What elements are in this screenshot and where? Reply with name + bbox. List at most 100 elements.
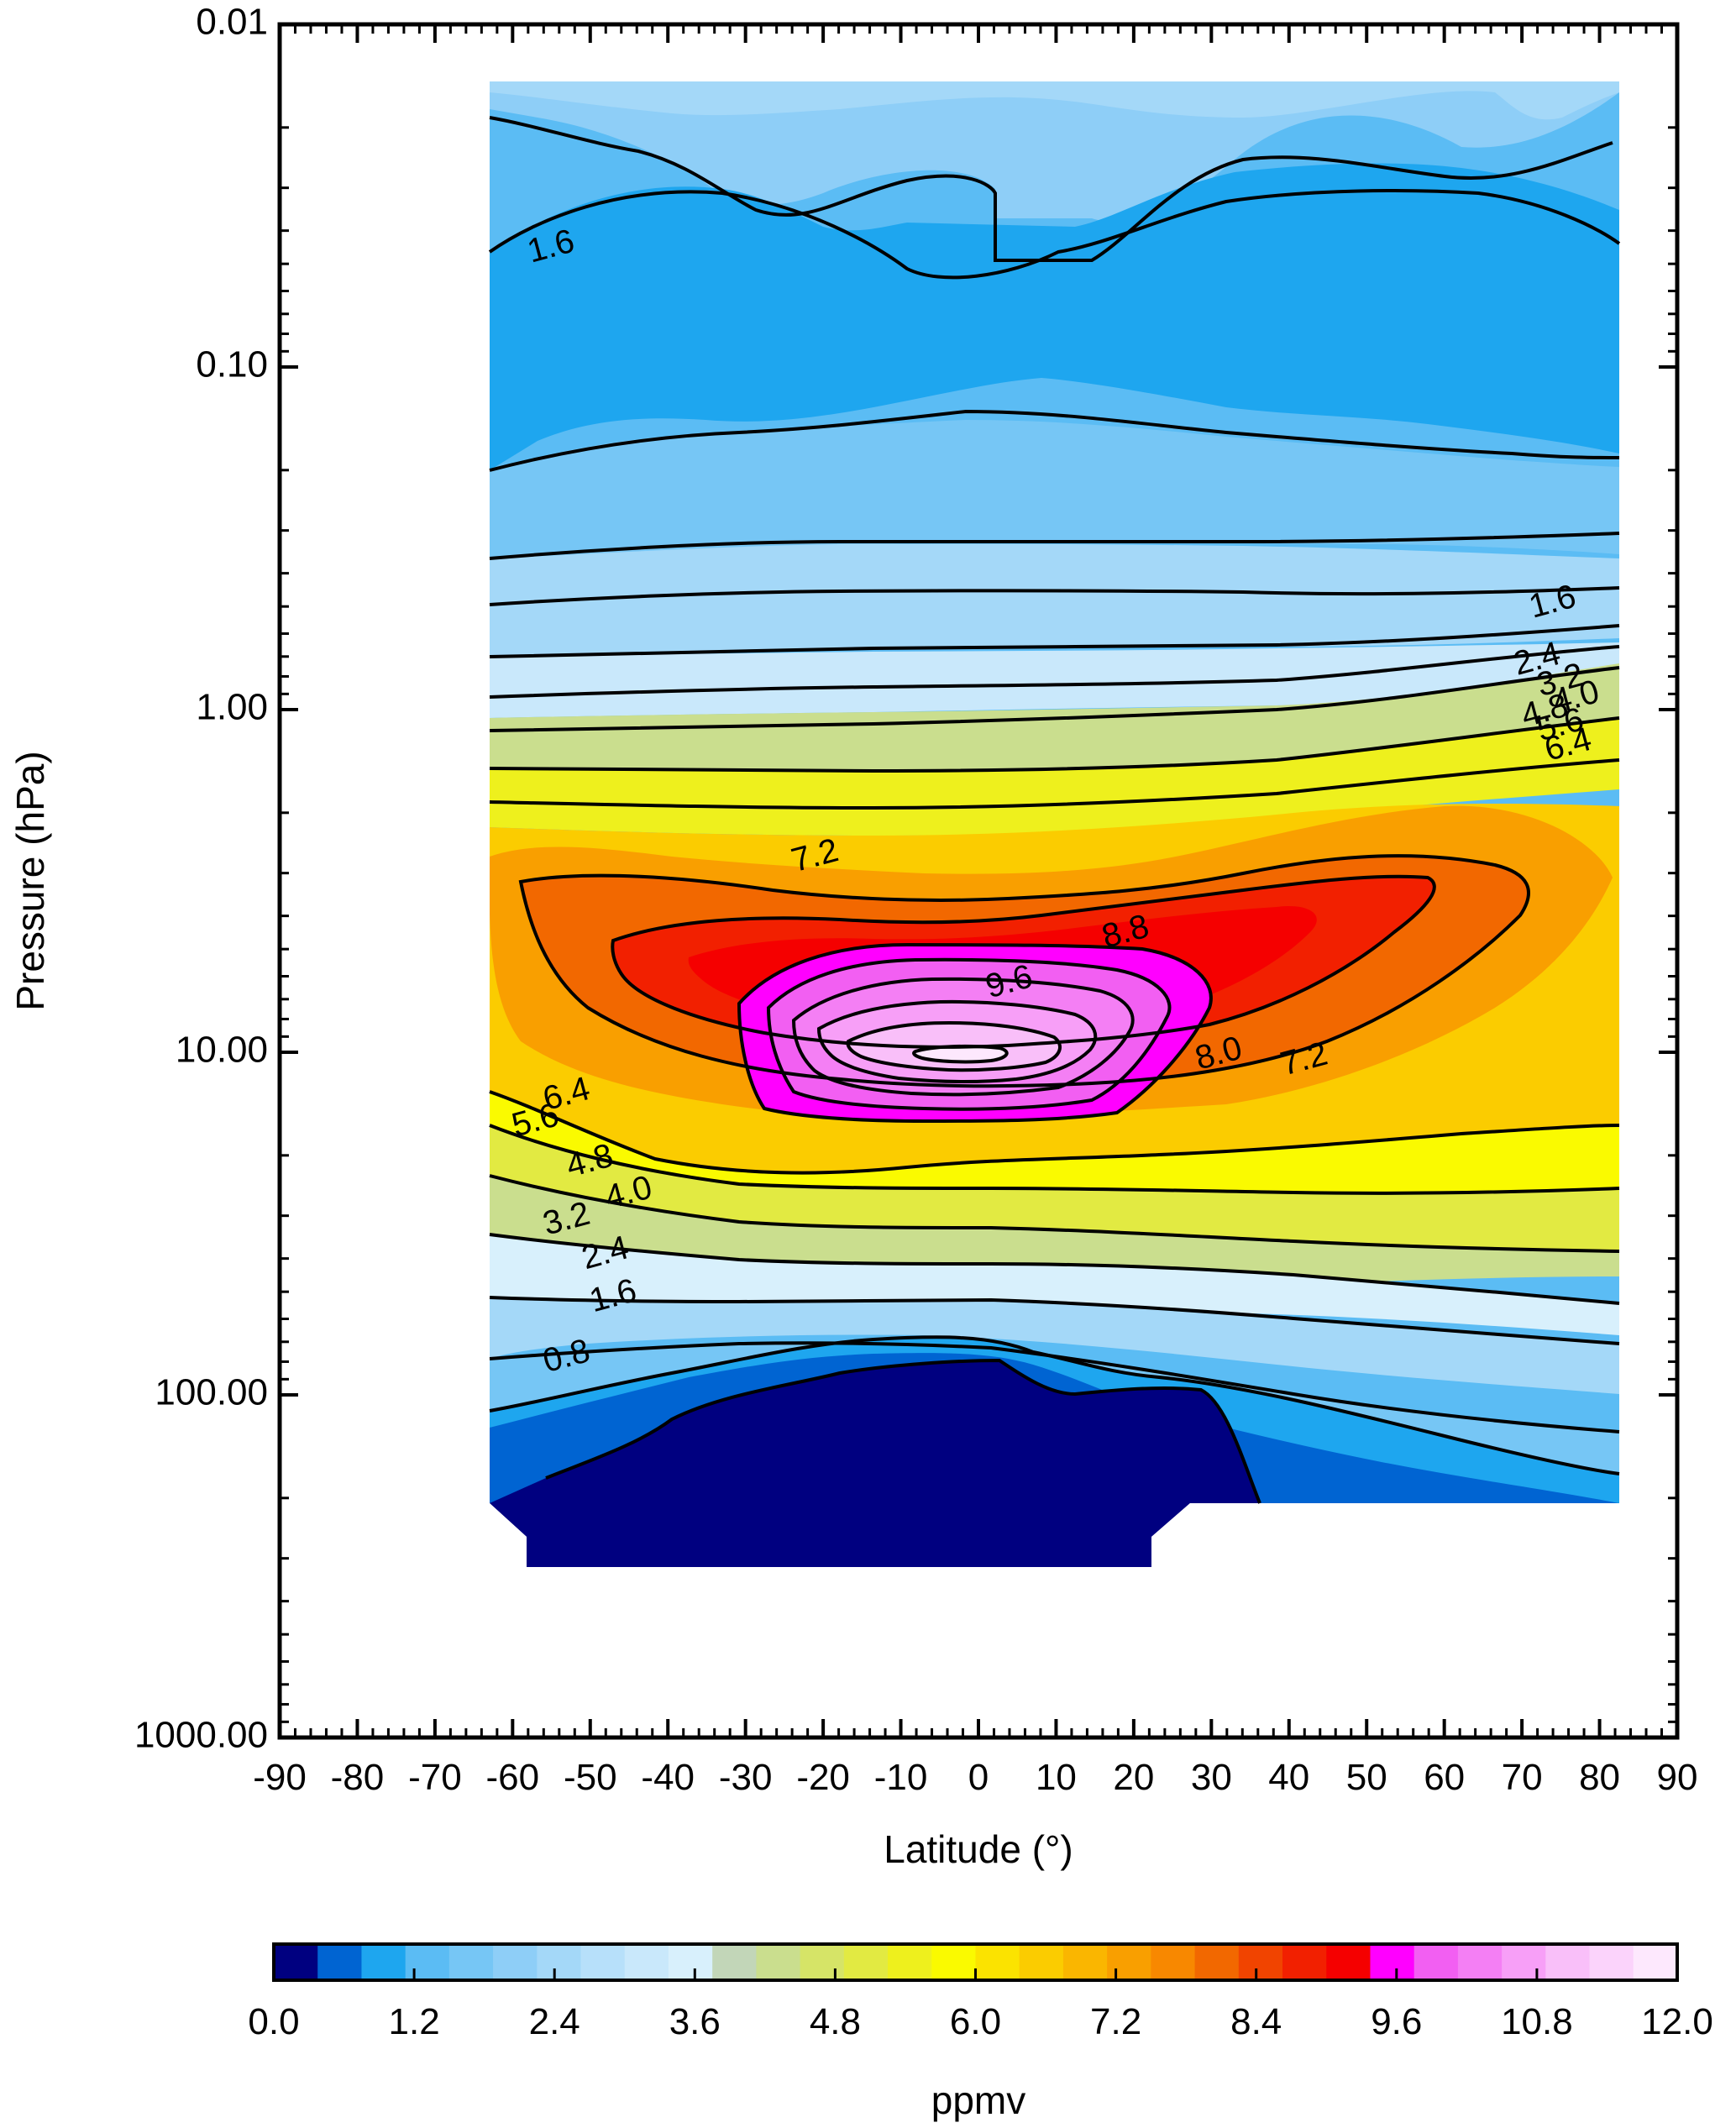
contour-line xyxy=(737,942,1213,1124)
contour-line xyxy=(489,116,1613,262)
colorbar-swatch xyxy=(843,1944,889,1980)
contour-line xyxy=(816,999,1098,1083)
x-tick-label: -90 xyxy=(253,1757,307,1798)
x-tick-label: -70 xyxy=(408,1757,462,1798)
contour-line xyxy=(545,1358,1261,1504)
colorbar-swatch xyxy=(756,1944,801,1980)
region-light-band-3 xyxy=(490,642,1619,718)
colorbar-swatch xyxy=(493,1944,538,1980)
x-axis-title: Latitude (°) xyxy=(884,1827,1073,1871)
region-upper-lightest xyxy=(490,81,1619,120)
y-tick-label: 10.00 xyxy=(176,1030,268,1071)
colorbar-swatch xyxy=(361,1944,406,1980)
region-navy xyxy=(490,1360,1260,1567)
colorbar-swatch xyxy=(931,1944,976,1980)
y-tick-label: 100.00 xyxy=(155,1372,268,1413)
x-tick-label: -20 xyxy=(796,1757,850,1798)
colorbar-swatch xyxy=(1151,1944,1196,1980)
colorbar-swatch xyxy=(1019,1944,1064,1980)
colorbar-tick-label: 9.6 xyxy=(1371,2001,1422,2042)
colorbar-swatch xyxy=(580,1944,626,1980)
colorbar-swatch xyxy=(1062,1944,1108,1980)
region-pink-5 xyxy=(914,1046,1007,1062)
contour-line xyxy=(489,1174,1620,1253)
x-tick-label: -30 xyxy=(719,1757,773,1798)
region-mid-meso xyxy=(490,163,1619,471)
x-tick-label: 90 xyxy=(1657,1757,1698,1798)
colorbar-swatch xyxy=(1238,1944,1283,1980)
colorbar-tick-label: 12.0 xyxy=(1641,2001,1713,2042)
x-tick-label: 70 xyxy=(1502,1757,1543,1798)
contour-line xyxy=(488,189,1621,280)
contour-line xyxy=(489,1296,1620,1345)
colorbar-swatch xyxy=(1370,1944,1415,1980)
contour-line xyxy=(489,624,1620,658)
contour-line xyxy=(489,1335,1620,1475)
contour-line xyxy=(912,1044,1009,1064)
colorbar-swatch xyxy=(537,1944,582,1980)
colorbar-tick-label: 3.6 xyxy=(669,2001,721,2042)
colorbar-swatch xyxy=(624,1944,669,1980)
contour-line xyxy=(846,1020,1062,1072)
colorbar-tick-label: 2.4 xyxy=(529,2001,580,2042)
contour-line xyxy=(489,586,1620,606)
mask-right xyxy=(1619,24,1677,1738)
mask-bottom xyxy=(280,1503,1677,1738)
colorbar-swatch xyxy=(800,1944,845,1980)
y-tick-label: 1.00 xyxy=(196,687,268,728)
colorbar-tick-label: 0.0 xyxy=(248,2001,299,2042)
x-tick-label: 80 xyxy=(1579,1757,1620,1798)
contour-line xyxy=(489,532,1620,560)
contour-field xyxy=(280,24,1677,1738)
colorbar-tick-label: 10.8 xyxy=(1501,2001,1573,2042)
colorbar-swatch xyxy=(1545,1944,1591,1980)
contour-line xyxy=(489,1090,1620,1175)
contour-line xyxy=(489,409,1620,472)
x-tick-label: -40 xyxy=(641,1757,695,1798)
x-tick-label: -60 xyxy=(486,1757,540,1798)
x-tick-label: -10 xyxy=(874,1757,928,1798)
region-upper-light xyxy=(490,81,1619,222)
region-light-band-2 xyxy=(490,543,1619,657)
colorbar-swatch xyxy=(1457,1944,1503,1980)
y-tick-label: 0.10 xyxy=(196,344,268,385)
contour-line xyxy=(791,977,1135,1097)
axes: -90 -80 -70 -60 -50 -40 -30 -20 -10 0 10 20 30 40 50 60… xyxy=(134,2,1698,1798)
contour-line xyxy=(489,666,1620,732)
colorbar-swatch xyxy=(1413,1944,1459,1980)
contour-line xyxy=(611,874,1436,1049)
y-tick-label: 0.01 xyxy=(196,2,268,43)
colorbar-swatch xyxy=(1107,1944,1151,1980)
contour-line xyxy=(489,1124,1620,1195)
colorbar-swatch xyxy=(1194,1944,1240,1980)
colorbar-swatch xyxy=(1633,1944,1678,1980)
x-tick-label: 60 xyxy=(1424,1757,1465,1798)
region-lower-light-2 xyxy=(490,1297,1619,1394)
y-tick-label: 1000.00 xyxy=(134,1715,268,1756)
x-tick-label: 40 xyxy=(1268,1757,1309,1798)
colorbar-swatch xyxy=(448,1944,494,1980)
colorbar-tick-label: 4.8 xyxy=(810,2001,861,2042)
colorbar-tick-label: 7.2 xyxy=(1090,2001,1141,2042)
contour-line xyxy=(489,758,1620,810)
x-tick-label: 20 xyxy=(1113,1757,1154,1798)
contour-line xyxy=(489,1233,1620,1305)
colorbar-swatch xyxy=(668,1944,713,1980)
contour-line xyxy=(766,957,1172,1111)
colorbar-swatch xyxy=(274,1944,318,1980)
colorbar: 0.0 1.2 2.4 3.6 4.8 6.0 7.2 8.4 9.6 10.8 12.0 xyxy=(248,1942,1713,2042)
contour-line xyxy=(518,854,1530,1088)
region-light-band-1 xyxy=(490,420,1619,558)
x-tick-label: 30 xyxy=(1191,1757,1232,1798)
colorbar-swatch xyxy=(405,1944,450,1980)
colorbar-label: ppmv xyxy=(931,2078,1025,2122)
contour-lines xyxy=(488,116,1621,1504)
x-tick-label: -50 xyxy=(564,1757,617,1798)
mask-left xyxy=(280,24,490,1738)
colorbar-tick-label: 1.2 xyxy=(389,2001,440,2042)
colorbar-swatch xyxy=(975,1944,1020,1980)
y-axis-title: Pressure (hPa) xyxy=(8,751,52,1010)
colorbar-swatch xyxy=(317,1944,362,1980)
colorbar-swatch xyxy=(1502,1944,1546,1980)
